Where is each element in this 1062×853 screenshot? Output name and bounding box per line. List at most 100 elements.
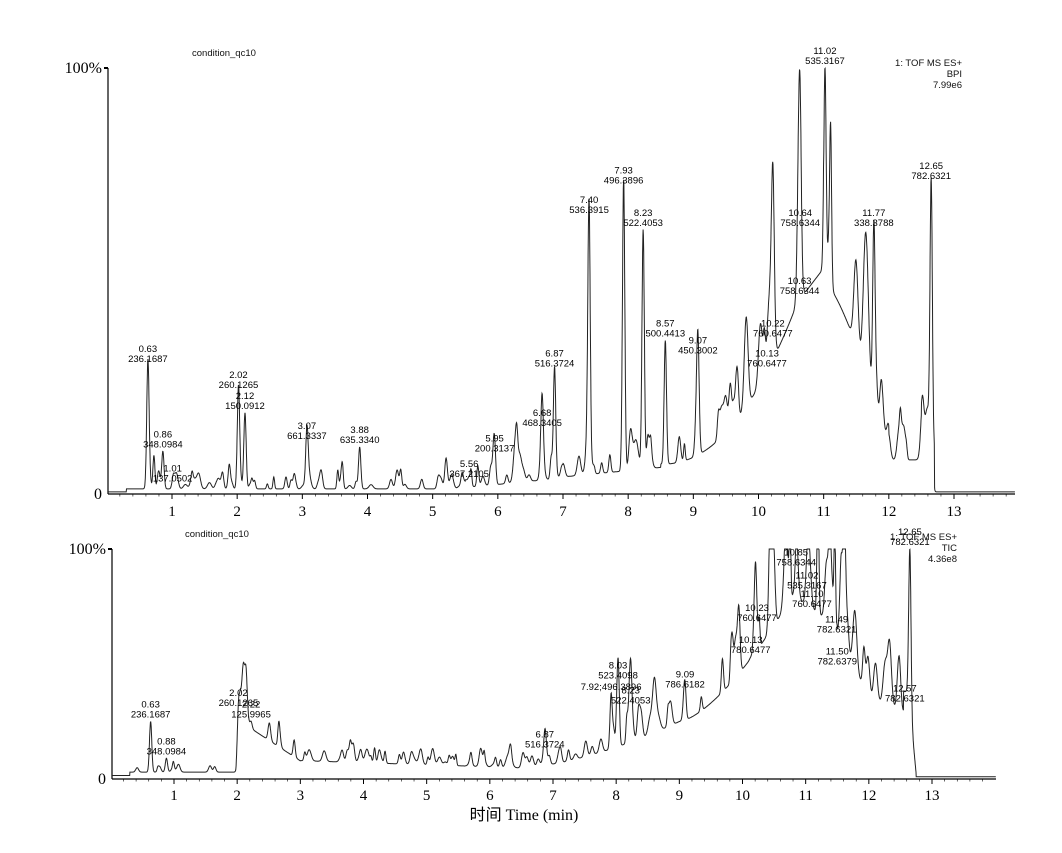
x-tick-label: 9 <box>690 504 698 520</box>
peak-time-label: 9.07 <box>689 336 708 347</box>
peak-mz-label: 523.4098 <box>598 670 638 681</box>
peak-mz-label: 782.6321 <box>817 624 857 635</box>
x-tick-label: 10 <box>735 788 750 804</box>
peak-time-label: 8.57 <box>656 319 675 330</box>
x-tick-label: 2 <box>233 788 241 804</box>
x-tick-label: 4 <box>360 788 368 804</box>
peak-mz-label: 786.6182 <box>665 680 705 691</box>
peak-time-label: 8.23 <box>634 208 653 219</box>
x-tick-label: 6 <box>486 788 494 804</box>
x-tick-label: 11 <box>816 504 830 520</box>
peak-time-label: 11.10 <box>800 589 823 600</box>
peak-time-label: 3.88 <box>350 425 369 436</box>
peak-time-label: 9.09 <box>676 670 695 681</box>
peak-time-label: 12.65 <box>898 527 922 538</box>
peak-mz-label: 782.6321 <box>890 537 930 548</box>
peak-mz-label: 758.6344 <box>780 218 820 229</box>
y-axis-top-label: 100% <box>69 541 106 558</box>
peak-mz-label: 760.6477 <box>747 358 787 369</box>
x-tick-label: 7 <box>559 504 567 520</box>
x-tick-label: 12 <box>861 788 876 804</box>
x-tick-label: 7 <box>549 788 557 804</box>
peak-mz-label: 348.0984 <box>147 746 187 757</box>
peak-time-label: 0.88 <box>157 736 176 747</box>
peak-mz-label: 348.0984 <box>143 439 183 450</box>
peak-time-label: 7.93 <box>614 165 633 176</box>
x-tick-label: 1 <box>170 788 178 804</box>
x-tick-label: 1 <box>168 504 176 520</box>
peak-time-label: 10.23 <box>745 603 769 614</box>
detector-info-line: 1: TOF MS ES+ <box>895 58 962 69</box>
x-axis-title: 时间 Time (min) <box>470 806 579 824</box>
x-tick-label: 6 <box>494 504 502 520</box>
peak-mz-label: 450.3002 <box>678 346 718 357</box>
x-tick-label: 13 <box>947 504 962 520</box>
peak-mz-label: 500.4413 <box>645 329 685 340</box>
peak-time-label: 12.57 <box>893 683 917 694</box>
detector-info-line: 4.36e8 <box>928 554 957 565</box>
chromatogram-trace <box>108 66 1015 493</box>
peak-mz-label: 758.6344 <box>780 286 820 297</box>
peak-mz-label: 260.1265 <box>219 698 259 709</box>
peak-time-label: 5.95 <box>485 434 504 445</box>
peak-time-label: 5.56 <box>460 459 479 470</box>
chromatogram-trace <box>112 548 996 778</box>
peak-time-label: 11.50 <box>826 647 849 658</box>
peak-time-label: 11.49 <box>825 614 848 625</box>
peak-mz-label: 535.3167 <box>787 581 827 592</box>
peak-mz-label: 635.3340 <box>340 435 380 446</box>
peak-time-label: 6.87 <box>545 348 564 359</box>
peak-time-label: 12.65 <box>919 161 943 172</box>
peak-mz-label: 535.3167 <box>805 56 845 67</box>
x-tick-label: 5 <box>423 788 431 804</box>
peak-time-label: 11.02 <box>813 46 836 57</box>
peak-time-label: 10.13 <box>755 348 779 359</box>
peak-mz-label: 200.3137 <box>475 444 515 455</box>
peak-mz-label: 516.3724 <box>525 739 565 750</box>
peak-mz-label: 760.6477 <box>753 329 793 340</box>
x-tick-label: 10 <box>751 504 766 520</box>
x-tick-label: 3 <box>297 788 305 804</box>
x-tick-label: 12 <box>881 504 896 520</box>
condition-label: condition_qc10 <box>185 529 249 540</box>
x-tick-label: 8 <box>612 788 620 804</box>
x-tick-label: 3 <box>299 504 307 520</box>
peak-mz-label: 782.6379 <box>817 657 857 668</box>
peak-time-label: 2.22 <box>242 700 261 711</box>
peak-time-label: 7.92;496.3896 <box>581 682 642 693</box>
peak-mz-label: 780.6477 <box>731 645 771 656</box>
peak-mz-label: 496.3896 <box>604 175 644 186</box>
peak-time-label: 10.22 <box>761 319 785 330</box>
peak-time-label: 2.02 <box>229 688 248 699</box>
peak-time-label: 0.86 <box>154 429 173 440</box>
peak-mz-label: 782.6321 <box>885 693 925 704</box>
y-axis-zero-label: 0 <box>98 771 106 788</box>
y-axis-top-label: 100% <box>65 60 102 77</box>
peak-time-label: 10.63 <box>788 276 812 287</box>
peak-mz-label: 468.3405 <box>522 418 562 429</box>
peak-time-label: 6.68 <box>533 408 552 419</box>
condition-label: condition_qc10 <box>192 48 256 59</box>
detector-info-line: BPI <box>947 69 962 80</box>
peak-mz-label: 260.1265 <box>219 380 259 391</box>
peak-time-label: 11.77 <box>862 208 885 219</box>
peak-time-label: 11.02 <box>795 571 818 582</box>
x-tick-label: 9 <box>676 788 684 804</box>
detector-info-line: 1: TOF MS ES+ <box>890 532 957 543</box>
peak-time-label: 6.87 <box>536 729 555 740</box>
peak-mz-label: 522.4053 <box>611 696 651 707</box>
peak-time-label: 3.07 <box>298 421 317 432</box>
x-tick-label: 8 <box>624 504 632 520</box>
peak-time-label: 10.85 <box>784 548 808 559</box>
x-tick-label: 5 <box>429 504 437 520</box>
peak-mz-label: 536.3915 <box>569 205 609 216</box>
peak-time-label: 2.02 <box>229 370 248 381</box>
peak-mz-label: 760.6477 <box>737 613 777 624</box>
peak-mz-label: 338.3788 <box>854 218 894 229</box>
peak-mz-label: 760.6477 <box>792 599 832 610</box>
x-tick-label: 4 <box>364 504 372 520</box>
x-tick-label: 2 <box>233 504 241 520</box>
